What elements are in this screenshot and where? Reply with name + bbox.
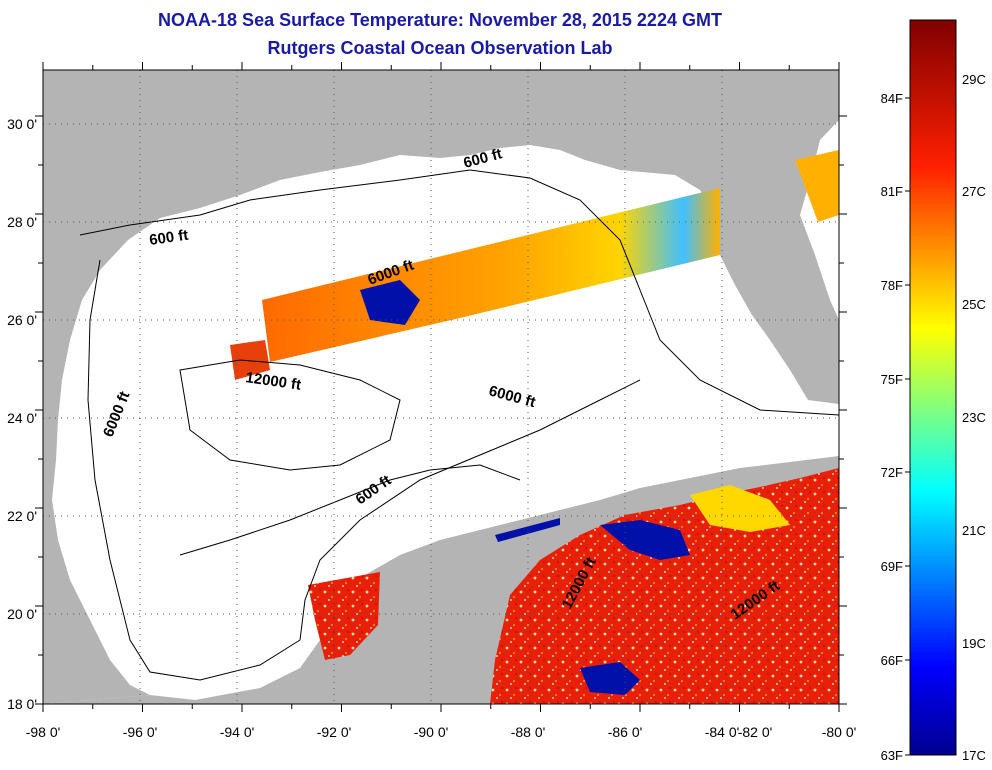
lon-tick-label: -86 0' <box>608 724 643 740</box>
latitude-axis: 18 0' 20 0' 22 0' 24 0' 26 0' 28 0' 30 0… <box>7 116 37 712</box>
colorbar-f-label: 75F <box>881 372 903 387</box>
colorbar-c-label: 25C <box>962 297 986 312</box>
lon-tick-label: -94 0' <box>220 724 255 740</box>
lat-tick-label: 28 0' <box>7 214 37 230</box>
colorbar-c-label: 29C <box>962 72 986 87</box>
land-north-america <box>43 70 839 704</box>
colorbar-f-label: 66F <box>881 653 903 668</box>
lat-tick-label: 30 0' <box>7 116 37 132</box>
lon-tick-label: -90 0' <box>414 724 449 740</box>
contour-600ft-south <box>179 464 521 556</box>
lon-tick-label: -88 0' <box>511 724 546 740</box>
lon-tick-label: -96 0' <box>123 724 158 740</box>
lon-tick-label: -82 0' <box>738 724 773 740</box>
colorbar-f-label: 84F <box>881 91 903 106</box>
colorbar-ramp <box>909 19 957 756</box>
sst-warm-patch-cuba <box>690 485 790 532</box>
graticule <box>43 70 839 704</box>
sst-swath-west-tip <box>230 340 270 380</box>
lat-tick-label: 24 0' <box>7 410 37 426</box>
colorbar-c-label: 27C <box>962 184 986 199</box>
colorbar: 84F 81F 78F 75F 72F 69F 66F 63F 29C 27C … <box>881 19 986 763</box>
lat-tick-label: 18 0' <box>7 696 37 712</box>
axis-ticks <box>35 62 847 712</box>
colorbar-f-label: 63F <box>881 748 903 763</box>
longitude-axis: -98 0' -96 0' -94 0' -92 0' -90 0' -88 0… <box>26 724 857 740</box>
sst-swath-yucatan-strip <box>495 518 560 542</box>
colorbar-c-label: 21C <box>962 523 986 538</box>
map-subtitle: Rutgers Coastal Ocean Observation Lab <box>267 38 613 58</box>
sst-swath-campeche <box>308 572 380 660</box>
lat-tick-label: 26 0' <box>7 312 37 328</box>
lat-tick-label: 22 0' <box>7 508 37 524</box>
lon-tick-label: -98 0' <box>26 724 61 740</box>
lat-tick-label: 20 0' <box>7 606 37 622</box>
lon-tick-label: -84 0' <box>705 724 740 740</box>
colorbar-f-label: 72F <box>881 465 903 480</box>
contour-label: 600 ft <box>148 227 189 249</box>
colorbar-f-label: 81F <box>881 184 903 199</box>
sst-swath-florida <box>795 150 839 222</box>
colorbar-f-label: 69F <box>881 559 903 574</box>
contour-12000ft <box>179 359 401 471</box>
contour-600ft <box>79 169 839 416</box>
lon-tick-label: -92 0' <box>317 724 352 740</box>
colorbar-c-label: 19C <box>962 636 986 651</box>
colorbar-c-label: 17C <box>962 748 986 763</box>
sst-cold-patch-north <box>360 280 420 325</box>
colorbar-f-label: 78F <box>881 278 903 293</box>
sst-cold-patch-south-1 <box>600 520 690 560</box>
contour-6000ft <box>87 259 641 681</box>
colorbar-c-label: 23C <box>962 410 986 425</box>
lon-tick-label: -80 0' <box>822 724 857 740</box>
map-title: NOAA-18 Sea Surface Temperature: Novembe… <box>158 10 722 30</box>
